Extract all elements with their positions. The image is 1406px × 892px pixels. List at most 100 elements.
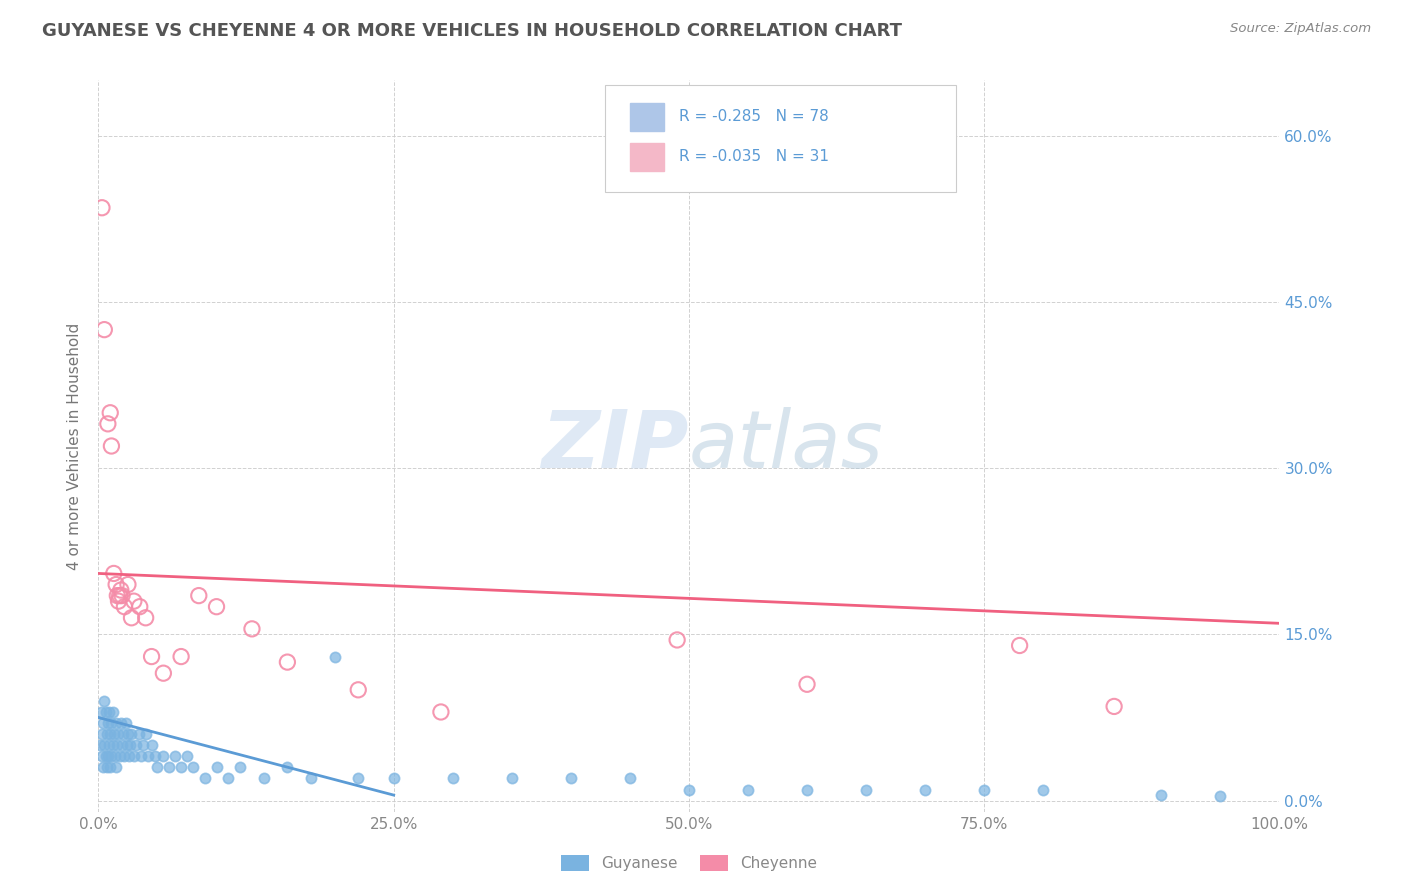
Text: GUYANESE VS CHEYENNE 4 OR MORE VEHICLES IN HOUSEHOLD CORRELATION CHART: GUYANESE VS CHEYENNE 4 OR MORE VEHICLES …: [42, 22, 903, 40]
Point: [737, 782, 759, 797]
Point: [111, 589, 134, 603]
Point: [108, 589, 131, 603]
Point: [101, 738, 124, 752]
Point: [157, 760, 180, 774]
Point: [98, 705, 121, 719]
Point: [96, 760, 118, 774]
Point: [855, 782, 877, 797]
Point: [91, 727, 114, 741]
Point: [114, 716, 136, 731]
Point: [97, 417, 120, 431]
Point: [97, 749, 120, 764]
Point: [107, 727, 129, 741]
Point: [100, 716, 122, 731]
Point: [107, 594, 129, 608]
Point: [98, 738, 121, 752]
Point: [121, 727, 143, 741]
Point: [98, 727, 121, 741]
Point: [205, 599, 228, 614]
Point: [103, 727, 125, 741]
Point: [105, 577, 128, 591]
Point: [112, 749, 135, 764]
Point: [1209, 789, 1232, 804]
Text: ZIP: ZIP: [541, 407, 689, 485]
Point: [117, 577, 139, 591]
Point: [128, 727, 150, 741]
Point: [129, 749, 152, 764]
Point: [110, 716, 132, 731]
Point: [89, 738, 111, 752]
Point: [100, 439, 122, 453]
Point: [93, 323, 115, 337]
Point: [796, 677, 818, 691]
Point: [105, 738, 128, 752]
Point: [796, 782, 818, 797]
Point: [98, 406, 121, 420]
Point: [143, 749, 166, 764]
Point: [108, 749, 131, 764]
Point: [1032, 782, 1054, 797]
Point: [121, 611, 143, 625]
Point: [678, 782, 700, 797]
Point: [91, 716, 114, 731]
Point: [152, 749, 174, 764]
Point: [1102, 699, 1125, 714]
Point: [560, 772, 582, 786]
Point: [217, 772, 239, 786]
Point: [96, 727, 118, 741]
Point: [93, 738, 115, 752]
Point: [441, 772, 464, 786]
Point: [382, 772, 405, 786]
Point: [299, 772, 322, 786]
Point: [276, 655, 298, 669]
Point: [152, 666, 174, 681]
Point: [141, 649, 163, 664]
Point: [101, 705, 124, 719]
Point: [104, 749, 127, 764]
Point: [98, 760, 121, 774]
Point: [146, 760, 169, 774]
Point: [430, 705, 453, 719]
Point: [619, 772, 641, 786]
Point: [253, 772, 276, 786]
Point: [128, 599, 150, 614]
Point: [112, 599, 135, 614]
Point: [91, 749, 114, 764]
Point: [141, 738, 163, 752]
Point: [97, 716, 120, 731]
Y-axis label: 4 or more Vehicles in Household: 4 or more Vehicles in Household: [67, 322, 83, 570]
Point: [100, 749, 122, 764]
Point: [105, 760, 128, 774]
Point: [276, 760, 298, 774]
Point: [914, 782, 936, 797]
Point: [170, 649, 193, 664]
Point: [118, 749, 141, 764]
Point: [115, 738, 138, 752]
Point: [94, 749, 117, 764]
Point: [1008, 639, 1031, 653]
Point: [187, 589, 209, 603]
Point: [347, 772, 370, 786]
Text: atlas: atlas: [689, 407, 884, 485]
Point: [91, 201, 114, 215]
Point: [973, 782, 995, 797]
Legend: Guyanese, Cheyenne: Guyanese, Cheyenne: [555, 849, 823, 877]
Point: [132, 738, 155, 752]
Point: [194, 772, 217, 786]
Point: [323, 649, 346, 664]
Point: [105, 589, 128, 603]
Point: [229, 760, 252, 774]
Point: [105, 716, 128, 731]
Point: [666, 632, 689, 647]
Point: [117, 727, 139, 741]
Text: Source: ZipAtlas.com: Source: ZipAtlas.com: [1230, 22, 1371, 36]
Point: [110, 583, 132, 598]
Point: [135, 727, 157, 741]
Point: [176, 749, 198, 764]
Point: [122, 749, 145, 764]
Point: [165, 749, 187, 764]
Point: [91, 760, 114, 774]
Point: [135, 611, 157, 625]
Point: [111, 738, 134, 752]
Point: [94, 705, 117, 719]
